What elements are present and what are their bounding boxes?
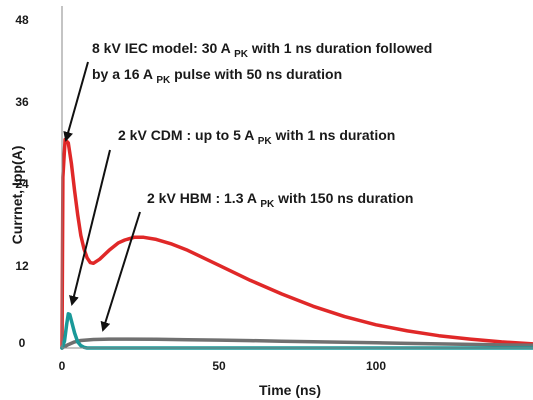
annotation-text: by a 16 A PK pulse with 50 ns duration: [92, 66, 342, 86]
subscript-text: PK: [234, 49, 249, 60]
hbm-annotation: 2 kV HBM : 1.3 A PK with 150 ns duration: [147, 190, 413, 210]
y-tick-label: 36: [15, 95, 29, 109]
annotation-segment: by a 16 A: [92, 66, 156, 82]
annotation-segment: 8 kV IEC model: 30 A: [92, 40, 234, 56]
annotation-text: 8 kV IEC model: 30 A PK with 1 ns durati…: [92, 40, 432, 60]
x-axis-title: Time (ns): [259, 382, 321, 398]
y-axis-title: Currnet, Ipp(A): [9, 146, 25, 245]
x-tick-label: 100: [366, 359, 386, 373]
subscript-text: PK: [156, 75, 171, 86]
iec-annotation: 8 kV IEC model: 30 A PK with 1 ns durati…: [92, 40, 432, 86]
x-tick-label: 50: [212, 359, 226, 373]
annotation-segment: pulse with 50 ns duration: [170, 66, 342, 82]
hbm-arrow: [100, 211, 141, 332]
y-tick-label: 0: [19, 336, 26, 350]
iec-series-line: [60, 137, 533, 350]
series-layer: [60, 137, 533, 350]
hbm-series-line: [60, 337, 533, 350]
annotation-segment: 2 kV HBM : 1.3 A: [147, 190, 260, 206]
y-tick-label: 12: [15, 259, 29, 273]
subscript-text: PK: [260, 199, 275, 210]
annotation-text: 2 kV CDM : up to 5 A PK with 1 ns durati…: [118, 127, 395, 147]
annotation-text: 2 kV HBM : 1.3 A PK with 150 ns duration: [147, 190, 413, 210]
y-tick-label: 24: [15, 177, 29, 191]
cdm-arrow: [69, 149, 111, 306]
annotation-segment: with 150 ns duration: [274, 190, 413, 206]
annotation-layer: 8 kV IEC model: 30 A PK with 1 ns durati…: [63, 40, 432, 332]
annotation-segment: with 1 ns duration followed: [248, 40, 432, 56]
cdm-annotation: 2 kV CDM : up to 5 A PK with 1 ns durati…: [118, 127, 395, 147]
x-tick-label: 0: [59, 359, 66, 373]
axis-layer: 0 12 24 36 48 0 50 100: [15, 6, 533, 373]
annotation-segment: 2 kV CDM : up to 5 A: [118, 127, 258, 143]
subscript-text: PK: [258, 136, 273, 147]
iec-arrow: [63, 61, 89, 142]
y-tick-label: 48: [15, 13, 29, 27]
label-layer: Time (ns) Currnet, Ipp(A): [9, 146, 321, 398]
annotation-segment: with 1 ns duration: [272, 127, 396, 143]
